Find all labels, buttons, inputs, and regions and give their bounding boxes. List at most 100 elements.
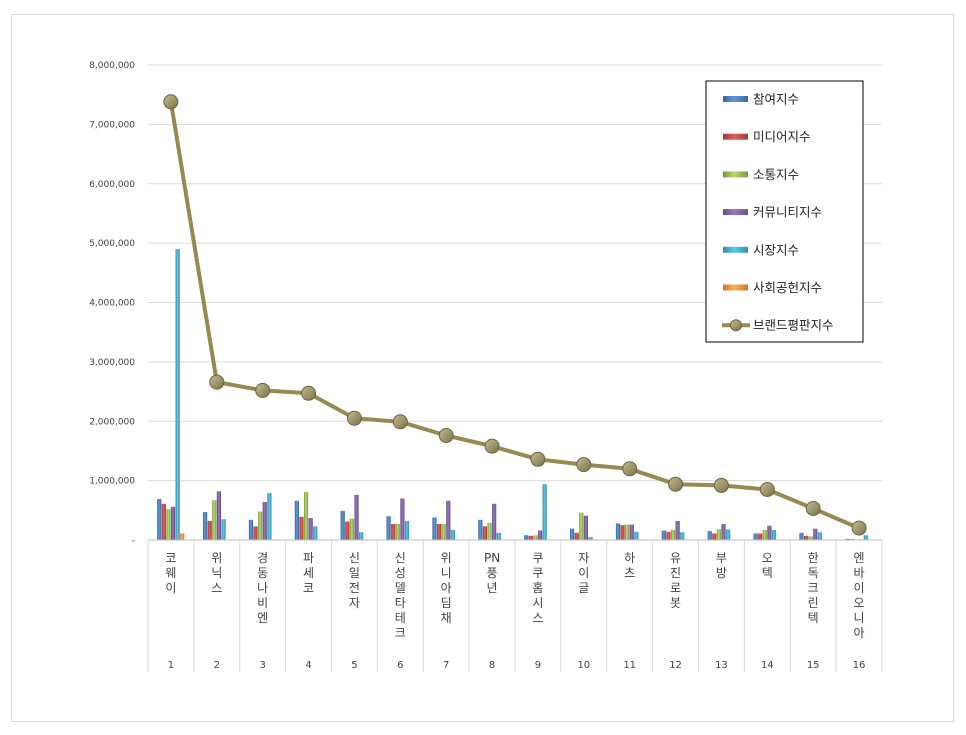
- legend-label: 소통지수: [753, 167, 799, 182]
- x-rank-label: 7: [443, 660, 449, 671]
- x-rank-label: 15: [807, 660, 820, 671]
- point-브랜드평판지수-5: [346, 410, 362, 426]
- bar-커뮤니티지수-1: [170, 506, 176, 540]
- bar-참여지수-11: [615, 523, 621, 541]
- legend-label: 미디어지수: [753, 129, 811, 144]
- bar-커뮤니티지수-6: [400, 498, 405, 540]
- x-rank-label: 2: [214, 660, 220, 671]
- bar-커뮤니티지수-7: [446, 500, 451, 540]
- x-rank-label: 4: [305, 660, 311, 671]
- bar-미디어지수-11: [620, 525, 625, 540]
- y-tick-label: 2,000,000: [89, 417, 135, 427]
- y-tick-label: 1,000,000: [89, 477, 135, 487]
- bar-시장지수-12: [680, 532, 685, 540]
- bar-시장지수-6: [404, 521, 410, 540]
- y-axis: - 1,000,000 2,000,000 3,000,000 4,000,000 5,0…: [89, 61, 135, 546]
- bar-소통지수-6: [395, 523, 400, 540]
- bar-커뮤니티지수-9: [537, 530, 543, 540]
- point-브랜드평판지수-3: [255, 382, 271, 398]
- x-rank-label: 10: [577, 660, 590, 671]
- point-브랜드평판지수-10: [576, 457, 592, 473]
- bar-참여지수-15: [799, 532, 804, 541]
- bar-미디어지수-10: [574, 532, 579, 541]
- bar-커뮤니티지수-11: [629, 524, 634, 540]
- x-rank-label: 3: [260, 660, 266, 671]
- x-rank-label: 13: [715, 660, 728, 671]
- bar-커뮤니티지수-5: [354, 494, 359, 541]
- bar-미디어지수-1: [161, 503, 166, 540]
- bar-커뮤니티지수-3: [262, 502, 267, 540]
- legend-label: 시장지수: [753, 242, 799, 257]
- x-rank-label: 6: [397, 660, 403, 671]
- bar-소통지수-12: [670, 529, 676, 540]
- bar-시장지수-10: [588, 537, 593, 540]
- legend-swatch: [723, 246, 748, 253]
- bar-시장지수-5: [359, 532, 364, 540]
- bar-참여지수-5: [340, 510, 345, 540]
- bar-시장지수-8: [496, 532, 501, 541]
- bar-미디어지수-12: [666, 531, 671, 540]
- bar-시장지수-2: [221, 519, 226, 540]
- legend-swatch: [723, 209, 748, 216]
- bar-소통지수-10: [579, 512, 584, 540]
- bar-시장지수-11: [634, 531, 639, 540]
- point-브랜드평판지수-11: [622, 461, 638, 477]
- bar-소통지수-2: [212, 500, 217, 540]
- line-브랜드평판지수: [168, 101, 860, 530]
- bar-소통지수-1: [166, 509, 171, 541]
- bar-참여지수-16: [845, 538, 850, 540]
- bar-소통지수-9: [533, 535, 538, 540]
- bar-커뮤니티지수-2: [216, 491, 222, 540]
- bar-참여지수-3: [248, 519, 254, 540]
- point-브랜드평판지수-13: [713, 477, 729, 493]
- y-tick-label: 6,000,000: [89, 180, 135, 190]
- point-브랜드평판지수-6: [392, 414, 408, 430]
- point-브랜드평판지수-4: [301, 385, 317, 401]
- bar-커뮤니티지수-13: [721, 523, 726, 540]
- legend-label: 브랜드평판지수: [753, 318, 834, 333]
- bar-미디어지수-3: [253, 526, 258, 540]
- x-rank-label: 16: [853, 660, 866, 671]
- bar-소통지수-4: [303, 491, 309, 540]
- legend-swatch: [723, 171, 748, 178]
- bar-커뮤니티지수-4: [308, 518, 313, 540]
- x-rank-label: 1: [168, 660, 174, 671]
- point-브랜드평판지수-12: [668, 476, 684, 492]
- bar-미디어지수-5: [345, 521, 350, 540]
- point-브랜드평판지수-16: [851, 520, 867, 536]
- point-브랜드평판지수-8: [484, 438, 500, 454]
- bar-소통지수-5: [349, 518, 355, 541]
- bar-커뮤니티지수-15: [813, 528, 818, 540]
- point-브랜드평판지수-14: [759, 482, 775, 497]
- bar-소통지수-3: [258, 511, 263, 540]
- y-tick-label: -: [132, 536, 135, 546]
- bar-시장지수-9: [542, 484, 547, 540]
- y-tick-label: 4,000,000: [89, 299, 135, 309]
- point-브랜드평판지수-2: [209, 374, 225, 390]
- bar-series: [157, 249, 873, 541]
- bar-미디어지수-13: [712, 533, 717, 540]
- bar-참여지수-1: [157, 499, 162, 540]
- x-rank-label: 9: [535, 660, 541, 671]
- legend-swatch: [723, 284, 748, 291]
- bar-소통지수-15: [808, 536, 813, 540]
- bar-시장지수-4: [313, 526, 318, 540]
- bar-참여지수-2: [203, 512, 208, 540]
- bar-미디어지수-4: [299, 516, 304, 540]
- legend-swatch: [723, 96, 748, 102]
- bar-소통지수-8: [487, 522, 492, 540]
- legend-swatch-marker: [730, 319, 742, 332]
- point-브랜드평판지수-9: [530, 451, 546, 467]
- bar-미디어지수-2: [207, 521, 212, 540]
